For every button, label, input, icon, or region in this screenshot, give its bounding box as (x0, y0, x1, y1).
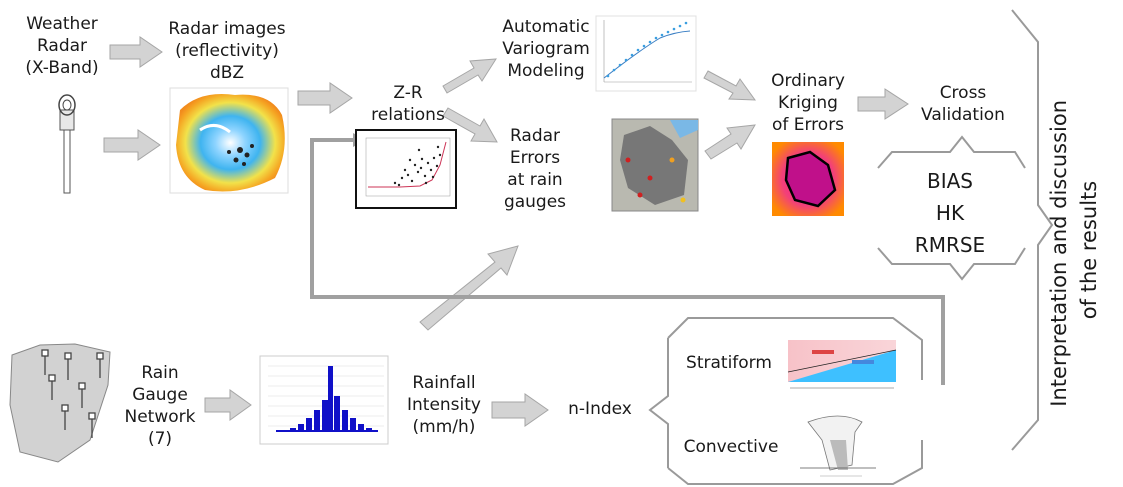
zr-scatter-plot (355, 129, 457, 209)
rain-gauge-map (9, 343, 111, 463)
feedback-line (310, 138, 945, 385)
interpretation-bracket (1011, 9, 1054, 451)
n-index-label: n-Index (568, 399, 632, 419)
arrow-zr-to-variogram (442, 58, 497, 94)
metrics-bracket (877, 135, 1026, 281)
variogram-plot (595, 15, 697, 92)
arrow-radar-to-images-2 (103, 129, 161, 161)
arrow-errors-to-kriging (704, 124, 756, 160)
arrow-radar-to-images (109, 36, 163, 68)
arrow-gauge-to-histogram (204, 389, 252, 421)
arrow-kriging-to-cv (857, 88, 909, 120)
cross-validation-label: Cross Validation (921, 83, 1005, 125)
arrow-gauge-to-errors (419, 245, 519, 331)
metric-hk: HK (935, 201, 965, 225)
svg-text:Interpretation and discussion: Interpretation and discussion of the res… (1047, 93, 1101, 406)
arrow-zr-to-errors (442, 107, 498, 143)
stratiform-label: Stratiform (686, 353, 772, 373)
radar-reflectivity-image (169, 87, 289, 194)
zr-relations-label: Z-R relations (371, 83, 445, 125)
radar-errors-label: Radar Errors at rain gauges (503, 126, 567, 212)
interpretation-line-2: of the results (1077, 181, 1101, 319)
arrow-intensity-to-nindex (491, 393, 549, 427)
radar-tower-icon (58, 94, 76, 194)
interpretation-text: Interpretation and discussion of the res… (1047, 93, 1101, 407)
metric-rmrse: RMRSE (914, 233, 986, 257)
weather-radar-label: Weather Radar (X-Band) (25, 14, 99, 78)
variogram-label: Automatic Variogram Modeling (502, 17, 590, 81)
radar-errors-map (611, 118, 699, 212)
convective-image (800, 415, 876, 477)
stratiform-image (787, 340, 897, 389)
kriging-label: Ordinary Kriging of Errors (771, 71, 845, 135)
kriging-errors-map (772, 142, 844, 216)
rainfall-histogram (259, 355, 389, 445)
radar-images-label: Radar images (reflectivity) dBZ (168, 19, 286, 83)
convective-label: Convective (683, 437, 779, 457)
arrows (103, 36, 909, 427)
rain-gauge-label: Rain Gauge Network (7) (124, 363, 196, 449)
rainfall-intensity-label: Rainfall Intensity (mm/h) (407, 373, 481, 437)
metric-bias: BIAS (927, 169, 973, 193)
n-index-bracket (648, 317, 923, 485)
interpretation-line-1: Interpretation and discussion (1047, 100, 1071, 407)
arrow-variogram-to-kriging (703, 70, 756, 101)
arrow-images-to-zr (297, 82, 353, 114)
